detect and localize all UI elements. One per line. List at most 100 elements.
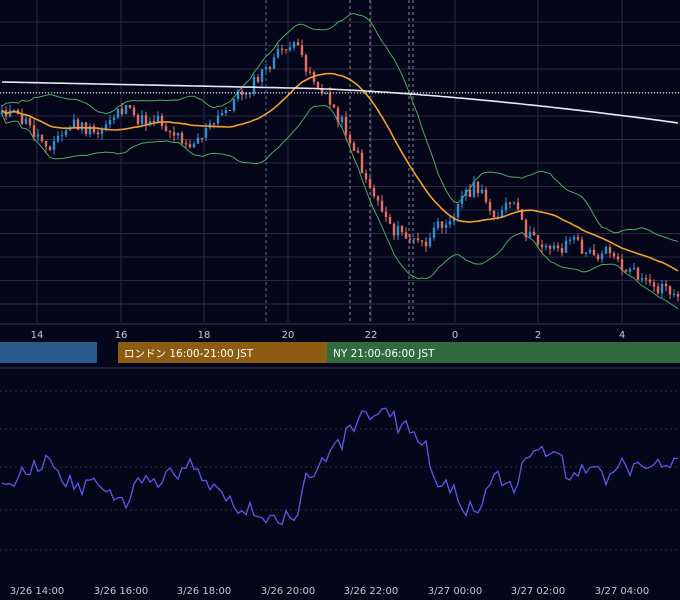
candle-body (676, 293, 680, 297)
candle-body (412, 238, 416, 240)
candle-body (456, 204, 460, 218)
candle-body (556, 245, 560, 249)
candle-body (584, 252, 588, 254)
candle-body (656, 286, 660, 294)
candle-body (540, 244, 544, 248)
candle-body (264, 67, 268, 70)
candle-body (112, 117, 116, 120)
candle-body (512, 202, 516, 204)
candle-body (552, 245, 556, 249)
candle-body (32, 125, 36, 137)
sma-short-line (1, 72, 679, 272)
candle-body (520, 209, 524, 220)
candle-body (352, 143, 356, 151)
candle-body (572, 237, 576, 240)
candle-body (52, 141, 56, 150)
candle-body (524, 219, 528, 238)
candle-body (508, 202, 512, 204)
candle-body (180, 132, 184, 144)
candle-body (296, 42, 300, 46)
candle-body (388, 217, 392, 224)
candle-body (664, 283, 668, 287)
candle-body (236, 91, 240, 100)
oscillator-x-tick-label: 3/26 22:00 (344, 586, 398, 597)
candle-body (188, 144, 192, 148)
price-grid (0, 0, 680, 322)
candle-body (364, 173, 368, 180)
price-x-tick-label: 16 (115, 330, 128, 341)
bollinger-bands (1, 12, 679, 310)
candle-body (628, 268, 632, 272)
candle-body (548, 245, 552, 249)
candle-body (184, 143, 188, 145)
candle-body (436, 221, 440, 228)
candle-body (424, 241, 428, 247)
candle-body (48, 146, 52, 150)
candle-body (168, 131, 172, 133)
candle-body (124, 105, 128, 114)
candle-body (288, 47, 292, 50)
candle-body (248, 93, 252, 95)
candle-body (216, 115, 220, 124)
candle-body (432, 227, 436, 238)
candle-body (504, 202, 508, 211)
candle-body (644, 278, 648, 280)
candle-body (384, 211, 388, 218)
candle-body (176, 132, 180, 136)
candle-body (564, 240, 568, 253)
price-x-tick-label: 2 (535, 330, 541, 341)
candle-body (568, 239, 572, 241)
candle-body (284, 49, 288, 51)
sma-long-line (1, 81, 679, 124)
candle-body (156, 115, 160, 122)
price-x-tick-label: 22 (365, 330, 378, 341)
candle-body (192, 143, 196, 148)
oscillator-panel (0, 390, 680, 551)
candle-body (336, 107, 340, 123)
candle-body (620, 259, 624, 270)
candle-body (532, 231, 536, 236)
candle-body (440, 221, 444, 228)
candle-body (612, 253, 616, 257)
oscillator-x-tick-label: 3/27 00:00 (428, 586, 482, 597)
candle-body (240, 91, 244, 95)
candle-body (196, 137, 200, 144)
candle-body (528, 231, 532, 238)
candle-body (324, 93, 328, 95)
candle-body (92, 126, 96, 133)
candle-body (624, 269, 628, 272)
session-newyork-bar (327, 342, 680, 363)
candle-body (244, 93, 248, 95)
candle-body (308, 71, 312, 73)
oscillator-x-tick-label: 3/27 02:00 (511, 586, 565, 597)
candle-body (592, 249, 596, 256)
candle-body (516, 202, 520, 210)
candle-body (348, 134, 352, 144)
candle-body (140, 115, 144, 124)
oscillator-x-tick-label: 3/26 16:00 (94, 586, 148, 597)
candle-body (64, 130, 68, 136)
candle-body (60, 135, 64, 137)
candle-body (80, 122, 84, 130)
candle-body (40, 134, 44, 142)
candle-body (668, 286, 672, 295)
candle-body (108, 119, 112, 125)
candle-body (88, 126, 92, 135)
candle-body (476, 181, 480, 193)
candle-body (660, 283, 664, 294)
candle-body (256, 76, 260, 82)
candle-body (544, 245, 548, 248)
candle-body (120, 108, 124, 114)
candle-body (500, 210, 504, 217)
candle-body (128, 105, 132, 108)
candle-body (116, 108, 120, 118)
oscillator-grid (0, 390, 680, 551)
candle-body (160, 115, 164, 127)
candle-body (588, 249, 592, 253)
price-x-tick-label: 18 (198, 330, 211, 341)
candle-body (328, 93, 332, 105)
candle-body (104, 124, 108, 130)
candle-body (452, 217, 456, 222)
price-x-axis: 14 16 18 20 22 0 2 4 (31, 330, 626, 341)
